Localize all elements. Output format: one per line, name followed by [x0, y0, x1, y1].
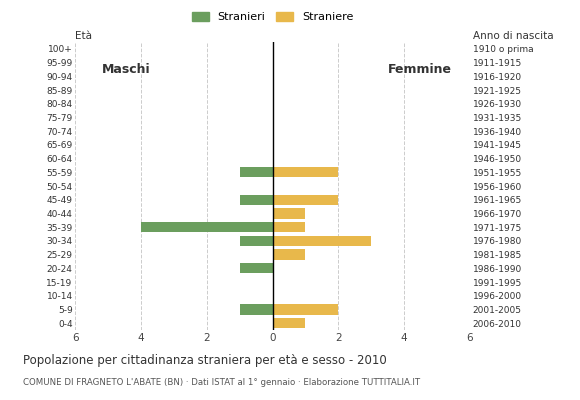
Bar [273, 250, 306, 260]
Text: Femmine: Femmine [387, 63, 452, 76]
Bar [273, 304, 338, 314]
Bar [240, 236, 273, 246]
Text: Popolazione per cittadinanza straniera per età e sesso - 2010: Popolazione per cittadinanza straniera p… [23, 354, 387, 367]
Bar [273, 167, 338, 178]
Bar [273, 208, 306, 218]
Bar [273, 194, 338, 205]
Bar [273, 318, 306, 328]
Text: COMUNE DI FRAGNETO L'ABATE (BN) · Dati ISTAT al 1° gennaio · Elaborazione TUTTIT: COMUNE DI FRAGNETO L'ABATE (BN) · Dati I… [23, 378, 420, 387]
Bar [141, 222, 273, 232]
Text: Maschi: Maschi [102, 63, 150, 76]
Legend: Stranieri, Straniere: Stranieri, Straniere [187, 8, 358, 27]
Bar [240, 167, 273, 178]
Bar [240, 194, 273, 205]
Text: Età: Età [75, 31, 92, 41]
Text: Anno di nascita: Anno di nascita [473, 31, 553, 41]
Bar [273, 236, 371, 246]
Bar [273, 222, 306, 232]
Bar [240, 304, 273, 314]
Bar [240, 263, 273, 274]
